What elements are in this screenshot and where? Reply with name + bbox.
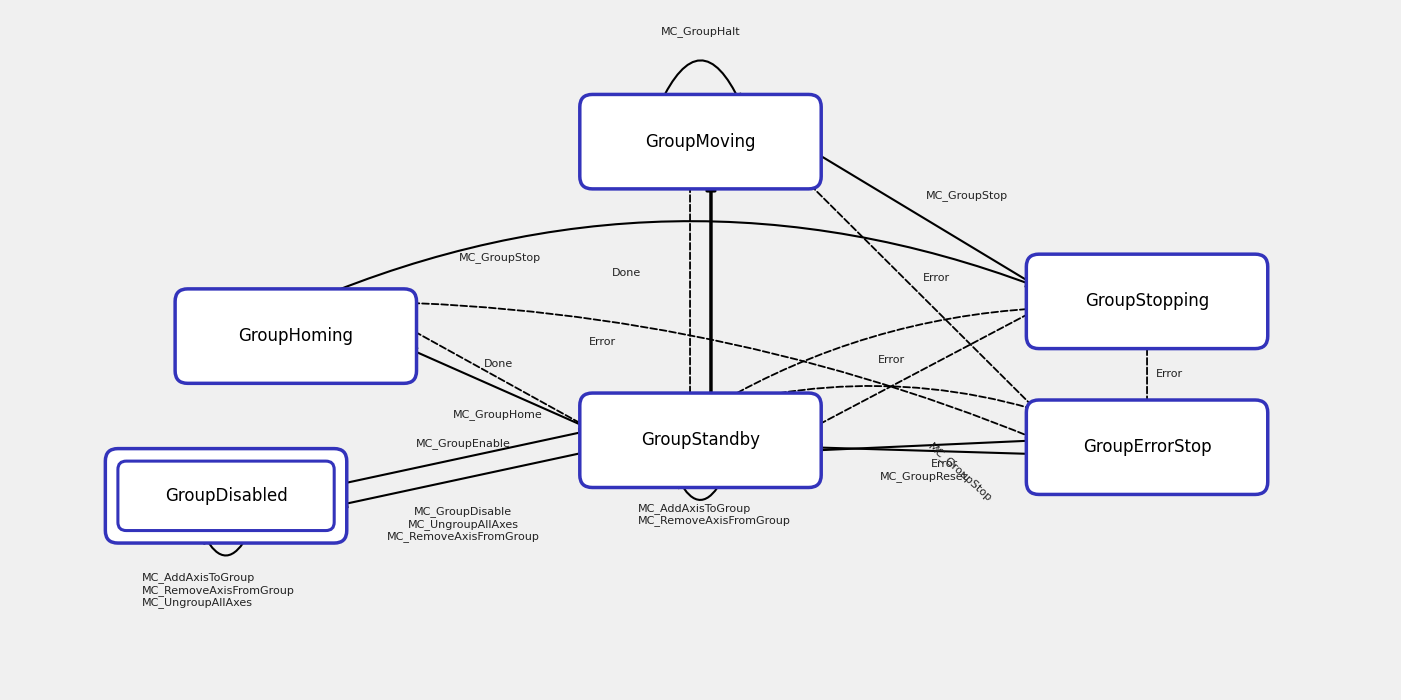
Text: GroupHoming: GroupHoming: [238, 327, 353, 345]
FancyBboxPatch shape: [580, 393, 821, 487]
FancyBboxPatch shape: [580, 94, 821, 189]
Text: GroupDisabled: GroupDisabled: [165, 486, 287, 505]
Text: GroupErrorStop: GroupErrorStop: [1083, 438, 1212, 456]
Text: MC_GroupStop: MC_GroupStop: [460, 252, 541, 262]
Text: Error: Error: [930, 459, 958, 470]
Text: MC_GroupEnable: MC_GroupEnable: [416, 438, 511, 449]
Text: GroupStandby: GroupStandby: [642, 431, 759, 449]
FancyBboxPatch shape: [1027, 400, 1268, 494]
Text: MC_AddAxisToGroup
MC_RemoveAxisFromGroup
MC_UngroupAllAxes: MC_AddAxisToGroup MC_RemoveAxisFromGroup…: [143, 572, 296, 608]
FancyBboxPatch shape: [1027, 254, 1268, 349]
FancyBboxPatch shape: [105, 449, 347, 543]
Text: Done: Done: [612, 267, 642, 278]
Text: Error: Error: [1156, 370, 1182, 379]
Text: MC_AddAxisToGroup
MC_RemoveAxisFromGroup: MC_AddAxisToGroup MC_RemoveAxisFromGroup: [637, 503, 790, 526]
Text: Error: Error: [922, 273, 950, 283]
Text: MC_GroupStop: MC_GroupStop: [926, 442, 995, 505]
FancyBboxPatch shape: [175, 289, 416, 384]
Text: GroupStopping: GroupStopping: [1084, 293, 1209, 310]
Text: MC_GroupHalt: MC_GroupHalt: [661, 27, 740, 38]
Text: MC_GroupReset: MC_GroupReset: [880, 472, 968, 482]
Text: Done: Done: [483, 359, 513, 370]
Text: Error: Error: [878, 355, 905, 365]
Text: MC_GroupHome: MC_GroupHome: [454, 409, 544, 420]
Text: MC_GroupStop: MC_GroupStop: [926, 190, 1009, 201]
Text: Error: Error: [588, 337, 616, 347]
Text: MC_GroupDisable
MC_UngroupAllAxes
MC_RemoveAxisFromGroup: MC_GroupDisable MC_UngroupAllAxes MC_Rem…: [387, 506, 539, 542]
Text: GroupMoving: GroupMoving: [646, 133, 755, 150]
